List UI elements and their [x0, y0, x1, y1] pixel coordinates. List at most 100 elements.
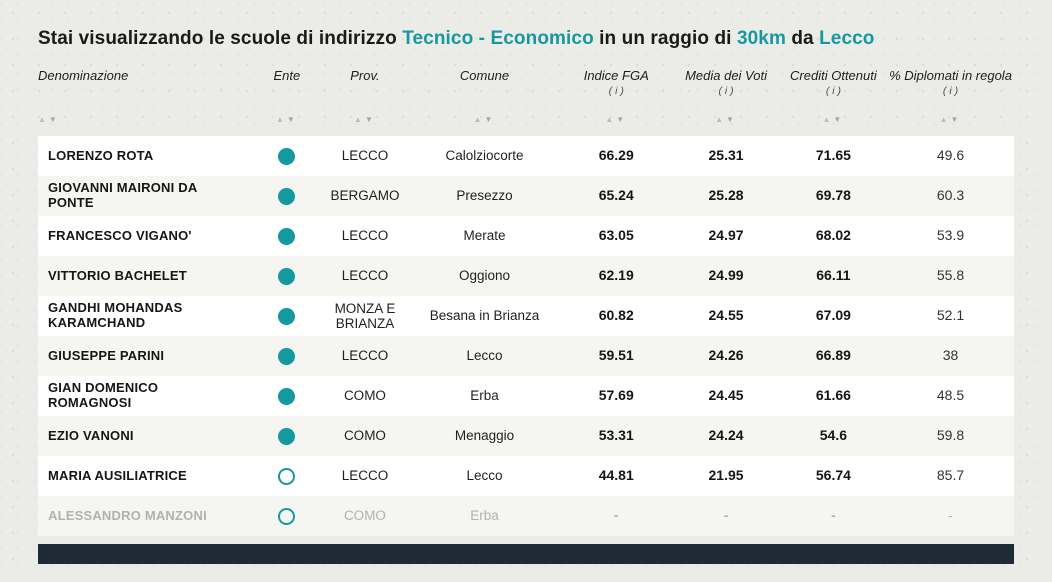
indice-fga-value: 65.24 [598, 187, 634, 204]
comune-value: Oggiono [458, 268, 511, 284]
sort-asc-icon[interactable]: ▲ [354, 115, 365, 124]
title-city-highlight: Lecco [819, 28, 875, 49]
table-row[interactable]: LORENZO ROTA LECCO Calolziocorte 66.29 2… [38, 136, 1014, 176]
comune-value: Erba [470, 388, 499, 404]
table-row[interactable]: VITTORIO BACHELET LECCO Oggiono 62.19 24… [38, 256, 1014, 296]
crediti-ottenuti-value: 54.6 [819, 427, 848, 444]
province-value: COMO [343, 428, 386, 444]
school-name: LORENZO ROTA [48, 148, 154, 164]
sort-desc-icon[interactable]: ▼ [484, 115, 496, 124]
sort-buttons[interactable]: ▲▼ [822, 116, 844, 124]
table-row[interactable]: GIOVANNI MAIRONI DA PONTE BERGAMO Presez… [38, 176, 1014, 216]
province-value: MONZA E BRIANZA [334, 300, 396, 331]
diplomati-regola-value: - [948, 507, 953, 524]
indice-fga-value: 62.19 [598, 267, 634, 284]
ente-filled-circle-icon [278, 347, 296, 365]
crediti-ottenuti-value: - [831, 507, 836, 524]
page: Stai visualizzando le scuole di indirizz… [38, 28, 1014, 564]
indice-fga-value: - [613, 507, 619, 524]
ente-filled-circle-icon [278, 387, 296, 405]
column-header: Indice FGA ( i ) ▲▼ [560, 68, 672, 136]
province-value: LECCO [341, 348, 389, 364]
table-row[interactable]: ALESSANDRO MANZONI COMO Erba - - - - [38, 496, 1014, 536]
sort-buttons[interactable]: ▲▼ [605, 116, 627, 124]
province-value: COMO [343, 508, 386, 524]
sort-desc-icon[interactable]: ▼ [833, 115, 845, 124]
sort-buttons[interactable]: ▲▼ [474, 116, 496, 124]
media-voti-value: 25.31 [708, 147, 744, 164]
indice-fga-value: 53.31 [598, 427, 634, 444]
column-info-link[interactable]: ( i ) [718, 84, 734, 97]
diplomati-regola-value: 53.9 [936, 227, 965, 244]
column-info-link[interactable]: ( i ) [825, 84, 841, 97]
sort-desc-icon[interactable]: ▼ [950, 115, 962, 124]
column-header-label: Prov. [350, 68, 380, 83]
footer-bar [38, 544, 1014, 564]
title-text: in un raggio di [593, 28, 737, 49]
media-voti-value: 25.28 [708, 187, 744, 204]
table-row[interactable]: MARIA AUSILIATRICE LECCO Lecco 44.81 21.… [38, 456, 1014, 496]
sort-desc-icon[interactable]: ▼ [726, 115, 737, 124]
column-info-link[interactable]: ( i ) [942, 84, 959, 97]
table-row[interactable]: EZIO VANONI COMO Menaggio 53.31 24.24 54… [38, 416, 1014, 456]
table-row[interactable]: GIUSEPPE PARINI LECCO Lecco 59.51 24.26 … [38, 336, 1014, 376]
diplomati-regola-value: 49.6 [936, 147, 965, 164]
sort-asc-icon[interactable]: ▲ [275, 115, 287, 124]
province-value: LECCO [341, 468, 389, 484]
sort-asc-icon[interactable]: ▲ [715, 115, 727, 124]
table-row[interactable]: FRANCESCO VIGANO' LECCO Merate 63.05 24.… [38, 216, 1014, 256]
ente-filled-circle-icon [278, 267, 296, 285]
sort-asc-icon[interactable]: ▲ [939, 115, 951, 124]
province-value: LECCO [341, 228, 389, 244]
sort-asc-icon[interactable]: ▲ [822, 115, 834, 124]
column-header: Prov. ▲▼ [321, 68, 409, 136]
sort-asc-icon[interactable]: ▲ [38, 115, 49, 124]
sort-desc-icon[interactable]: ▼ [286, 115, 298, 124]
province-value: COMO [343, 388, 386, 404]
sort-desc-icon[interactable]: ▼ [616, 115, 628, 124]
school-name: GIAN DOMENICO ROMAGNOSI [48, 380, 159, 410]
sort-buttons[interactable]: ▲▼ [354, 116, 376, 124]
column-info-link[interactable]: ( i ) [608, 84, 624, 97]
column-header-label: Ente [273, 68, 301, 83]
indice-fga-value: 44.81 [598, 467, 634, 484]
table-body: LORENZO ROTA LECCO Calolziocorte 66.29 2… [38, 136, 1014, 536]
column-header-label: Comune [459, 68, 510, 83]
comune-value: Menaggio [454, 428, 515, 444]
crediti-ottenuti-value: 56.74 [815, 467, 851, 484]
sort-buttons[interactable]: ▲▼ [276, 116, 298, 124]
sort-desc-icon[interactable]: ▼ [48, 115, 60, 124]
comune-value: Presezzo [456, 188, 513, 204]
sort-buttons[interactable]: ▲▼ [715, 116, 737, 124]
ente-filled-circle-icon [278, 307, 296, 325]
diplomati-regola-value: 48.5 [936, 387, 965, 404]
table-row[interactable]: GIAN DOMENICO ROMAGNOSI COMO Erba 57.69 … [38, 376, 1014, 416]
sort-asc-icon[interactable]: ▲ [605, 115, 617, 124]
comune-value: Lecco [466, 468, 503, 484]
ente-hollow-circle-icon [278, 507, 296, 525]
media-voti-value: 24.26 [708, 347, 744, 364]
table-header-row: Denominazione ▲▼ Ente ▲▼ Prov. ▲▼ Comune… [38, 62, 1014, 136]
media-voti-value: 21.95 [708, 467, 744, 484]
sort-desc-icon[interactable]: ▼ [364, 115, 376, 124]
crediti-ottenuti-value: 66.11 [816, 267, 851, 284]
sort-asc-icon[interactable]: ▲ [473, 115, 485, 124]
sort-buttons[interactable]: ▲▼ [940, 116, 962, 124]
media-voti-value: 24.24 [708, 427, 744, 444]
school-name: GIOVANNI MAIRONI DA PONTE [48, 180, 197, 210]
province-value: BERGAMO [330, 188, 400, 204]
school-name: MARIA AUSILIATRICE [48, 468, 187, 484]
page-title: Stai visualizzando le scuole di indirizz… [38, 28, 1014, 50]
crediti-ottenuti-value: 66.89 [815, 347, 851, 364]
indice-fga-value: 59.51 [598, 347, 634, 364]
crediti-ottenuti-value: 68.02 [815, 227, 851, 244]
indice-fga-value: 60.82 [598, 307, 634, 324]
column-header: Crediti Ottenuti ( i ) ▲▼ [780, 68, 887, 136]
title-text: Stai visualizzando le scuole di indirizz… [38, 28, 403, 49]
sort-buttons[interactable]: ▲▼ [38, 116, 60, 124]
ente-filled-circle-icon [278, 227, 296, 245]
column-header: Denominazione ▲▼ [38, 68, 253, 136]
diplomati-regola-value: 55.8 [936, 267, 965, 284]
table-row[interactable]: GANDHI MOHANDAS KARAMCHAND MONZA E BRIAN… [38, 296, 1014, 336]
ente-filled-circle-icon [278, 187, 296, 205]
